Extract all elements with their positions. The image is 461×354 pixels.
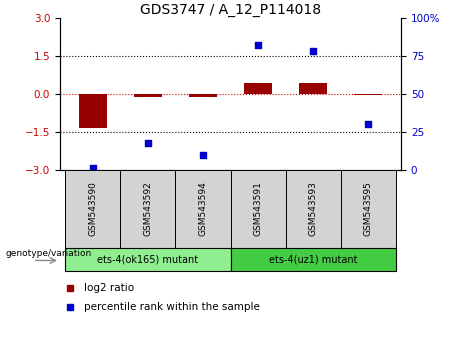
Point — [144, 140, 152, 145]
Text: genotype/variation: genotype/variation — [6, 249, 92, 258]
Text: GSM543594: GSM543594 — [199, 182, 207, 236]
Bar — [176, 170, 230, 248]
Bar — [65, 170, 120, 248]
Point — [199, 152, 207, 158]
Text: percentile rank within the sample: percentile rank within the sample — [84, 302, 260, 312]
Bar — [299, 83, 327, 94]
Text: GSM543591: GSM543591 — [254, 181, 262, 236]
Bar — [189, 94, 217, 97]
Text: ets-4(ok165) mutant: ets-4(ok165) mutant — [97, 254, 199, 264]
Text: GSM543593: GSM543593 — [308, 181, 318, 236]
Point — [89, 165, 97, 171]
Bar — [230, 170, 285, 248]
Bar — [120, 170, 176, 248]
Bar — [341, 170, 396, 248]
Bar — [134, 94, 162, 97]
Bar — [65, 248, 230, 271]
Text: GSM543592: GSM543592 — [143, 182, 153, 236]
Text: GSM543595: GSM543595 — [364, 181, 372, 236]
Text: GSM543590: GSM543590 — [89, 181, 97, 236]
Point — [364, 121, 372, 127]
Bar — [355, 94, 382, 95]
Text: ets-4(uz1) mutant: ets-4(uz1) mutant — [269, 254, 357, 264]
Bar — [230, 248, 396, 271]
Bar — [285, 170, 341, 248]
Point — [309, 48, 317, 54]
Bar — [244, 83, 272, 94]
Title: GDS3747 / A_12_P114018: GDS3747 / A_12_P114018 — [140, 3, 321, 17]
Point — [254, 42, 262, 48]
Text: log2 ratio: log2 ratio — [84, 282, 134, 293]
Bar — [79, 94, 106, 128]
